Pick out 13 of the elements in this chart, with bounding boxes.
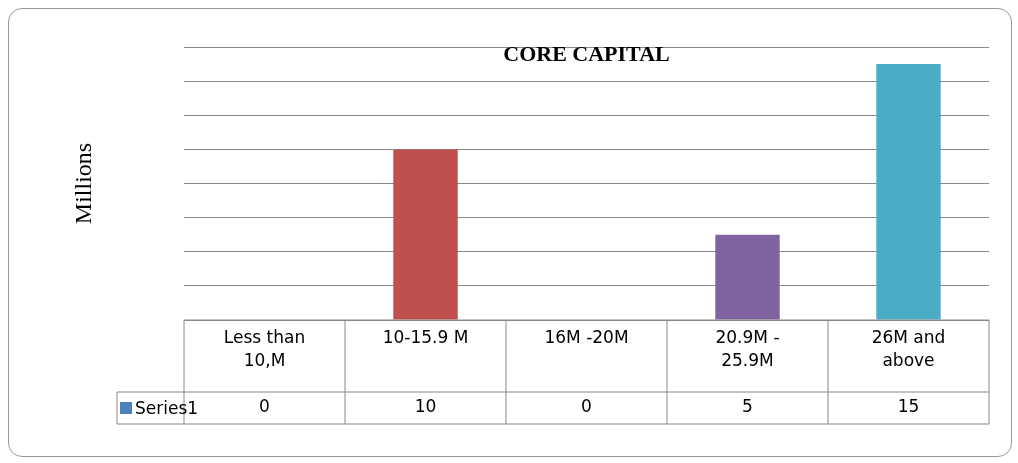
x-tick-label: 26M and above [871,326,946,370]
data-label: 15 [897,396,920,417]
data-label: 10 [414,396,437,417]
x-tick-label: 10-15.9 M [382,326,469,347]
x-tick-label: 16M -20M [544,326,629,347]
y-axis-title: Millions [70,142,97,225]
data-label: 0 [581,396,592,417]
text: Series1 [135,398,199,418]
data-label: 5 [742,396,753,417]
x-tick-label: Less than 10,M [223,326,306,370]
chart-title: CORE CAPITAL [503,40,670,66]
x-tick-label: 20.9M - 25.9M [715,326,780,370]
data-label: 0 [259,396,270,417]
